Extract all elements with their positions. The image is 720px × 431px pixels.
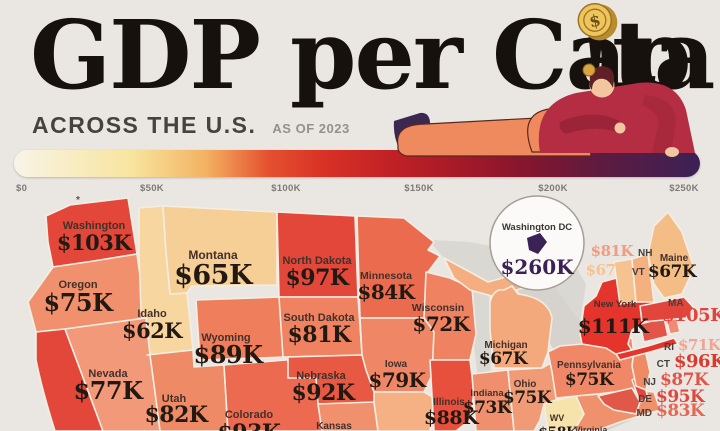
small-state-value: $83K xyxy=(656,401,706,421)
state-labels: Washington $103K Oregon $75K Montana $65… xyxy=(44,220,699,431)
dc-callout: Washington DC $260K xyxy=(489,195,585,291)
small-state-value: $96K xyxy=(674,351,720,372)
state-name-label: Indiana xyxy=(470,388,504,399)
legend-tick: $50K xyxy=(140,183,164,194)
state-value-label: $111K xyxy=(578,314,650,338)
state-name-label: Wisconsin xyxy=(412,302,464,314)
subtitle-row: ACROSS THE U.S. AS OF 2023 xyxy=(32,112,350,139)
state-indiana xyxy=(471,369,515,431)
dc-callout-value: $260K xyxy=(500,255,574,279)
small-state-value: $87K xyxy=(660,370,710,390)
state-name-label: Pennsylvania xyxy=(557,360,621,371)
state-value-label: $103K xyxy=(57,230,132,255)
small-state-labels: $81K NH $67K VT MA $105K RI $71K CT $96K… xyxy=(586,242,720,421)
state-value-label: $77K xyxy=(74,376,145,405)
small-state-abbr: MD xyxy=(636,408,652,419)
legend-tick: $150K xyxy=(404,183,434,194)
state-value-label: $97K xyxy=(285,265,349,291)
state-name-label: Virginia xyxy=(575,425,609,431)
state-value-label: $75K xyxy=(503,388,553,408)
small-state-value: $81K xyxy=(591,242,635,260)
state-name-label: WV xyxy=(550,413,565,423)
state-name-label: Ohio xyxy=(514,379,537,390)
small-state-abbr: NJ xyxy=(643,377,656,388)
state-massachusetts xyxy=(639,296,695,323)
state-name-label: Nebraska xyxy=(296,370,346,382)
small-state-abbr: NH xyxy=(638,248,652,259)
small-state-abbr: RI xyxy=(664,342,674,353)
legend-tick: $0 xyxy=(16,183,28,194)
state-name-label: Iowa xyxy=(385,359,408,370)
state-value-label: $67K xyxy=(648,262,698,282)
state-missouri xyxy=(373,391,435,431)
state-value-label: $93K xyxy=(217,420,281,431)
state-illinois xyxy=(429,359,475,431)
state-value-label: $89K xyxy=(194,340,265,369)
subtitle-note: AS OF 2023 xyxy=(272,121,350,136)
state-value-label: $73K xyxy=(463,398,513,418)
state-name-label: Kansas xyxy=(316,421,352,431)
state-name-label: Montana xyxy=(188,248,238,262)
state-value-label: $88K xyxy=(424,407,480,429)
state-name-label: Maine xyxy=(660,253,689,264)
state-value-label: $72K xyxy=(412,312,470,336)
state-name-label: Colorado xyxy=(225,409,274,421)
footnote-asterisk: * xyxy=(76,195,80,206)
state-value-label: $79K xyxy=(368,368,426,392)
state-value-label: $81K xyxy=(287,322,351,348)
small-state-abbr: CT xyxy=(657,359,670,370)
small-state-value: $105K xyxy=(662,305,720,326)
small-state-value: $95K xyxy=(656,387,706,407)
state-name-label: Utah xyxy=(162,393,187,405)
state-name-label: North Dakota xyxy=(282,255,352,267)
state-value-label: $92K xyxy=(291,380,355,406)
state-name-label: Nevada xyxy=(88,368,128,380)
state-value-label: $67K xyxy=(479,349,529,369)
state-california xyxy=(35,328,104,431)
state-long-island xyxy=(615,337,679,361)
state-michigan xyxy=(489,285,553,369)
small-state-abbr: DE xyxy=(638,394,652,405)
state-value-label: $62K xyxy=(122,318,183,343)
state-name-label: South Dakota xyxy=(284,312,356,324)
state-maine xyxy=(647,211,695,299)
lake-michigan xyxy=(468,268,492,385)
small-state-value: $71K xyxy=(678,336,720,354)
small-state-abbr: VT xyxy=(632,267,645,278)
state-value-label: $75K xyxy=(44,288,115,317)
state-name-label: Michigan xyxy=(484,340,527,351)
state-utah xyxy=(146,349,229,431)
state-name-label: New York xyxy=(594,299,637,310)
state-name-label: Minnesota xyxy=(360,270,412,282)
state-value-label: $82K xyxy=(144,402,208,428)
legend-tick: $250K xyxy=(669,183,699,194)
dc-shape-icon xyxy=(527,233,547,254)
state-name-label: Washington xyxy=(63,220,126,232)
subtitle: ACROSS THE U.S. xyxy=(32,112,257,138)
state-value-label: $58K xyxy=(538,425,579,431)
state-value-label: $65K xyxy=(174,260,254,291)
state-new-hampshire xyxy=(631,253,655,303)
small-state-value: $67K xyxy=(586,261,630,279)
state-kansas xyxy=(317,401,379,431)
state-value-label: $84K xyxy=(357,280,415,304)
state-name-label: Idaho xyxy=(137,308,167,320)
state-name-label: Illinois xyxy=(433,397,465,408)
state-new-jersey xyxy=(631,349,651,391)
legend-tick: $200K xyxy=(538,183,568,194)
state-maryland xyxy=(597,387,641,415)
dc-callout-name: Washington DC xyxy=(502,222,572,233)
state-name-label: Oregon xyxy=(58,279,97,291)
legend-tick: $100K xyxy=(271,183,301,194)
state-value-label: $75K xyxy=(565,370,615,390)
state-name-label: Wyoming xyxy=(201,332,250,344)
small-state-abbr: MA xyxy=(668,298,684,309)
